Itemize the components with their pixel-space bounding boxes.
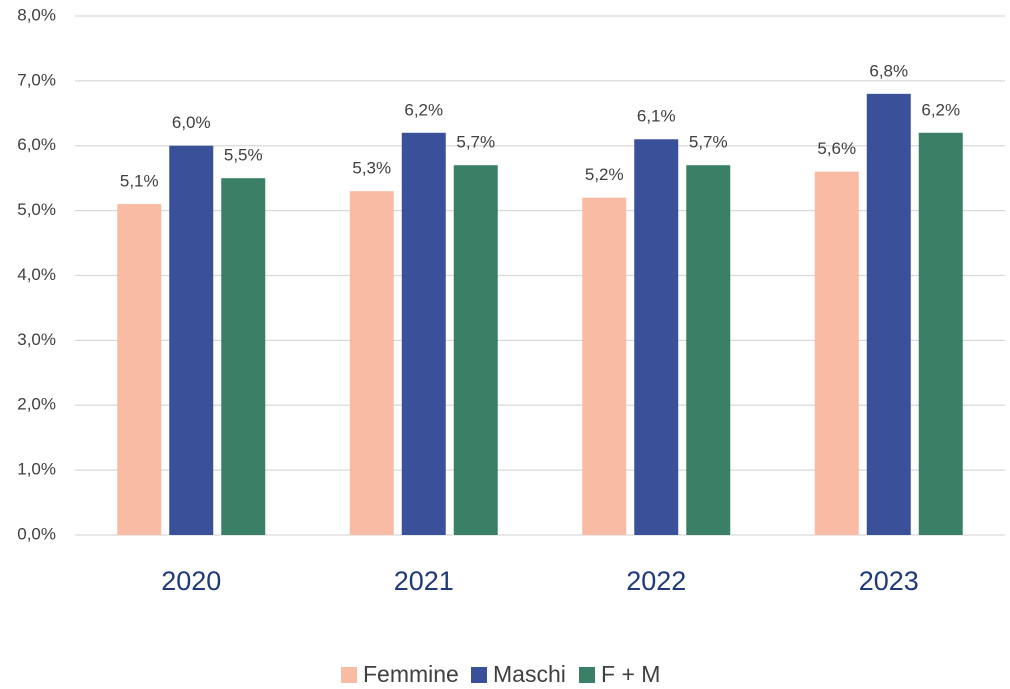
bar [169, 145, 214, 535]
legend-label: Maschi [493, 661, 566, 687]
y-tick-label: 2,0% [17, 395, 56, 414]
y-tick-label: 1,0% [17, 460, 56, 479]
value-label: 5,3% [352, 159, 391, 178]
x-tick-label: 2023 [859, 566, 919, 596]
legend-swatch [341, 667, 357, 683]
x-tick-label: 2020 [161, 566, 221, 596]
value-label: 5,5% [224, 146, 263, 165]
bar [866, 93, 911, 535]
y-tick-label: 4,0% [17, 265, 56, 284]
bar [582, 197, 627, 535]
bar [686, 165, 731, 535]
value-label: 5,7% [456, 133, 495, 152]
legend-swatch [471, 667, 487, 683]
legend-swatch [579, 667, 595, 683]
bar [814, 171, 859, 535]
value-label: 6,0% [172, 113, 211, 132]
value-label: 6,1% [637, 107, 676, 126]
x-tick-label: 2021 [394, 566, 454, 596]
value-label: 5,1% [120, 172, 159, 191]
value-label: 6,2% [921, 100, 960, 119]
x-tick-label: 2022 [626, 566, 686, 596]
value-label: 6,2% [404, 100, 443, 119]
y-tick-label: 6,0% [17, 135, 56, 154]
value-label: 5,6% [817, 139, 856, 158]
y-tick-label: 5,0% [17, 200, 56, 219]
bar [117, 204, 162, 535]
value-label: 5,2% [585, 165, 624, 184]
value-label: 6,8% [869, 61, 908, 80]
y-tick-label: 3,0% [17, 330, 56, 349]
y-tick-label: 7,0% [17, 70, 56, 89]
bar [349, 191, 394, 535]
legend-label: F + M [601, 661, 660, 687]
bar [401, 132, 446, 535]
y-tick-label: 0,0% [17, 524, 56, 543]
value-label: 5,7% [689, 133, 728, 152]
bar [634, 139, 679, 535]
legend-label: Femmine [363, 661, 459, 687]
bar [453, 165, 498, 535]
bar [221, 178, 266, 535]
y-tick-label: 8,0% [17, 5, 56, 24]
bar [918, 132, 963, 535]
